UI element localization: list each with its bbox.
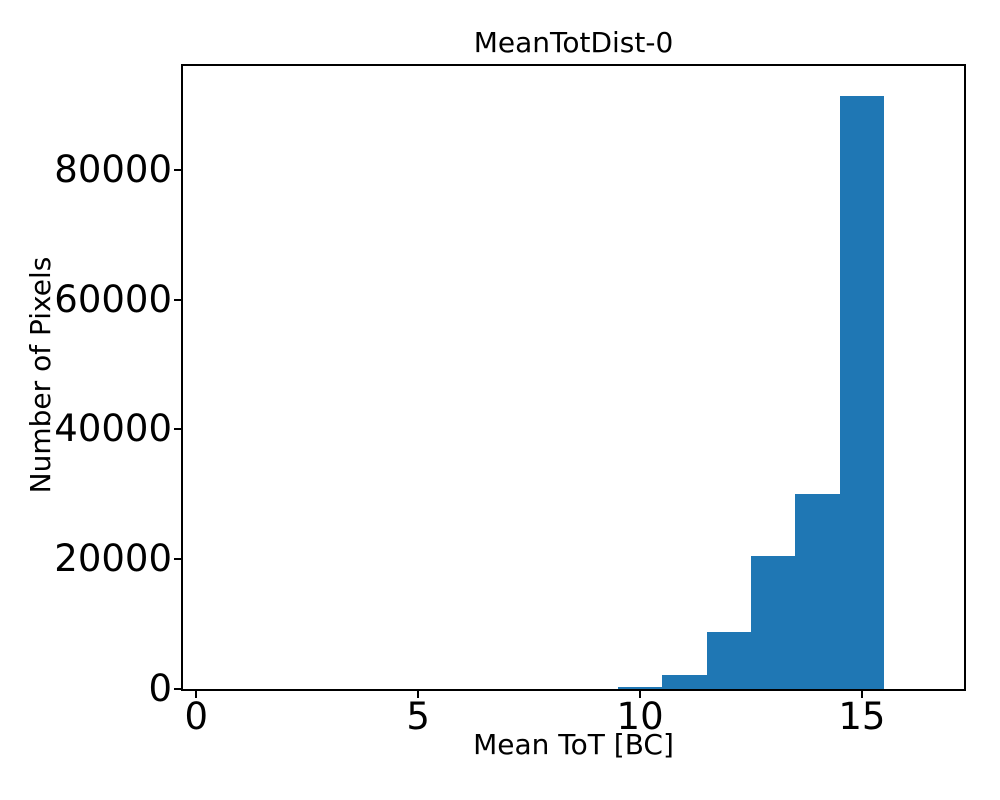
histogram-bar [839,95,885,689]
x-tick-label: 15 [838,695,886,738]
histogram-bar [795,494,840,689]
plot-area [181,64,966,691]
chart-title: MeanTotDist-0 [473,26,674,59]
y-tick-label: 20000 [54,537,172,581]
x-tick-label: 10 [616,695,664,738]
x-axis-label: Mean ToT [BC] [473,728,674,761]
y-tick-label: 0 [148,667,172,710]
x-tick-mark [639,691,642,698]
y-tick-mark [174,688,181,690]
y-tick-label: 40000 [54,407,172,451]
histogram-bar [706,631,751,689]
x-tick-mark [860,691,863,698]
y-tick-label: 80000 [54,147,172,191]
histogram-bar [751,556,796,689]
x-tick-mark [195,691,198,698]
y-tick-mark [174,298,181,301]
x-tick-label: 0 [184,695,209,738]
x-tick-mark [417,691,420,698]
y-tick-mark [174,168,181,171]
histogram-bar [617,687,663,689]
x-tick-label: 5 [406,695,430,738]
y-tick-mark [174,428,181,431]
y-tick-mark [174,558,181,561]
histogram-bar [662,675,707,689]
y-tick-label: 60000 [54,277,172,321]
